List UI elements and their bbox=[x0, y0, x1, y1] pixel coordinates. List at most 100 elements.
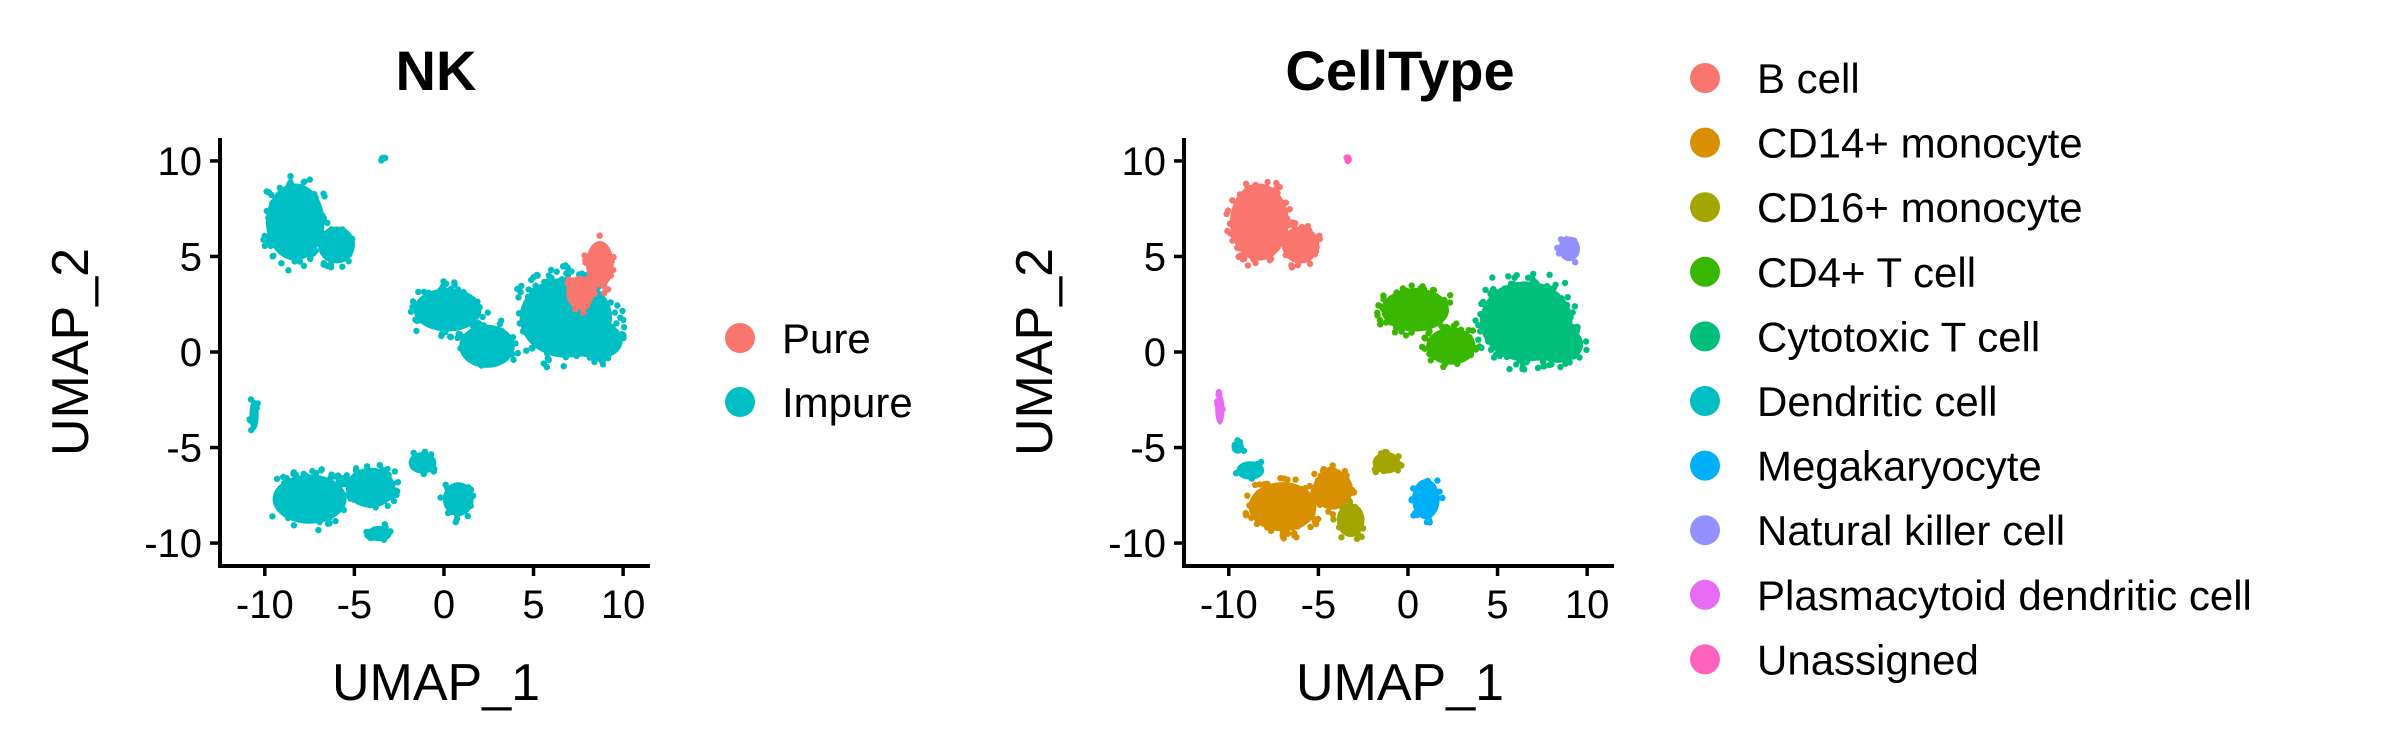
data-point bbox=[1472, 317, 1479, 324]
data-point bbox=[476, 320, 483, 328]
data-point bbox=[1300, 252, 1307, 259]
data-point bbox=[296, 258, 303, 265]
legend-item: B cell bbox=[1690, 55, 1860, 102]
data-point bbox=[553, 268, 560, 275]
data-point bbox=[1258, 198, 1266, 206]
data-point bbox=[602, 315, 609, 322]
data-point bbox=[1426, 316, 1433, 323]
data-point bbox=[339, 226, 346, 233]
data-point bbox=[453, 313, 461, 320]
series-cd16-monocyte bbox=[1330, 448, 1405, 543]
data-point bbox=[1514, 299, 1522, 307]
data-point bbox=[590, 355, 598, 362]
data-point bbox=[1242, 510, 1249, 517]
legend-item: Megakaryocyte bbox=[1690, 443, 2042, 490]
data-point bbox=[1521, 310, 1528, 317]
data-point bbox=[1519, 360, 1527, 367]
data-point bbox=[290, 469, 297, 476]
data-point bbox=[1264, 503, 1271, 510]
data-point bbox=[1343, 472, 1350, 479]
data-point bbox=[598, 299, 605, 306]
data-point bbox=[363, 463, 371, 470]
data-point bbox=[1294, 523, 1301, 530]
data-point bbox=[291, 237, 298, 244]
data-point bbox=[418, 460, 425, 467]
data-point bbox=[383, 473, 390, 480]
data-point bbox=[295, 513, 302, 521]
data-point bbox=[521, 320, 528, 327]
data-point bbox=[320, 485, 328, 492]
data-point bbox=[347, 478, 355, 486]
data-point bbox=[591, 290, 598, 298]
data-point bbox=[1335, 524, 1343, 531]
celltype-x-axis-title: UMAP_1 bbox=[1296, 654, 1504, 712]
data-point bbox=[318, 229, 326, 237]
data-point bbox=[1290, 529, 1298, 537]
data-point bbox=[1426, 350, 1433, 358]
data-point bbox=[1344, 519, 1352, 526]
data-point bbox=[558, 276, 566, 283]
data-point bbox=[283, 231, 290, 239]
data-point bbox=[389, 480, 397, 487]
data-point bbox=[1323, 473, 1330, 480]
data-point bbox=[1434, 477, 1441, 484]
celltype-legend: B cell CD14+ monocyte CD16+ monocyte CD4+ T… bbox=[1690, 55, 2252, 683]
data-point bbox=[1569, 323, 1576, 331]
data-point bbox=[1405, 300, 1413, 307]
data-point bbox=[1229, 197, 1236, 204]
data-point bbox=[484, 309, 491, 316]
data-point bbox=[359, 496, 366, 503]
data-point bbox=[447, 285, 455, 293]
data-point bbox=[282, 186, 289, 194]
data-point bbox=[339, 250, 346, 257]
data-point bbox=[1408, 282, 1415, 289]
nk-legend: Pure Impure bbox=[725, 315, 913, 426]
data-point bbox=[303, 247, 311, 255]
data-point bbox=[576, 327, 583, 334]
data-point bbox=[283, 250, 290, 257]
data-point bbox=[556, 347, 564, 354]
data-point bbox=[1376, 316, 1384, 324]
data-point bbox=[1302, 501, 1309, 508]
legend-item: Unassigned bbox=[1690, 636, 1979, 683]
data-point bbox=[1252, 259, 1259, 267]
data-point bbox=[1511, 274, 1518, 281]
data-point bbox=[1304, 223, 1312, 230]
series-pure bbox=[564, 232, 617, 316]
data-point bbox=[266, 226, 274, 234]
data-point bbox=[1489, 274, 1496, 281]
data-point bbox=[1425, 330, 1432, 337]
data-point bbox=[1442, 346, 1450, 353]
data-point bbox=[1570, 245, 1578, 252]
data-point bbox=[442, 328, 449, 336]
data-point bbox=[560, 363, 567, 370]
data-point bbox=[1309, 510, 1316, 517]
data-point bbox=[301, 178, 308, 185]
data-point bbox=[310, 494, 317, 501]
data-point bbox=[1503, 353, 1511, 361]
data-point bbox=[1454, 360, 1461, 368]
data-point bbox=[584, 338, 592, 345]
data-point bbox=[1273, 500, 1280, 507]
data-point bbox=[1492, 351, 1500, 358]
legend-swatch bbox=[1690, 63, 1720, 93]
data-point bbox=[1389, 459, 1397, 467]
data-point bbox=[587, 326, 594, 333]
data-point bbox=[370, 527, 378, 534]
data-point bbox=[1534, 364, 1542, 372]
data-point bbox=[276, 184, 283, 191]
legend-item: CD16+ monocyte bbox=[1690, 184, 2083, 231]
data-point bbox=[505, 338, 513, 345]
data-point bbox=[1268, 486, 1276, 493]
data-point bbox=[1313, 486, 1320, 493]
data-point bbox=[272, 232, 279, 240]
data-point bbox=[321, 250, 328, 258]
data-point bbox=[600, 244, 607, 251]
panel-title-celltype: CellType bbox=[1285, 39, 1514, 102]
data-point bbox=[1518, 342, 1525, 349]
data-point bbox=[281, 480, 288, 487]
data-point bbox=[1547, 354, 1554, 361]
series-unassigned bbox=[1343, 154, 1353, 165]
data-point bbox=[448, 501, 455, 508]
data-point bbox=[1280, 535, 1287, 542]
